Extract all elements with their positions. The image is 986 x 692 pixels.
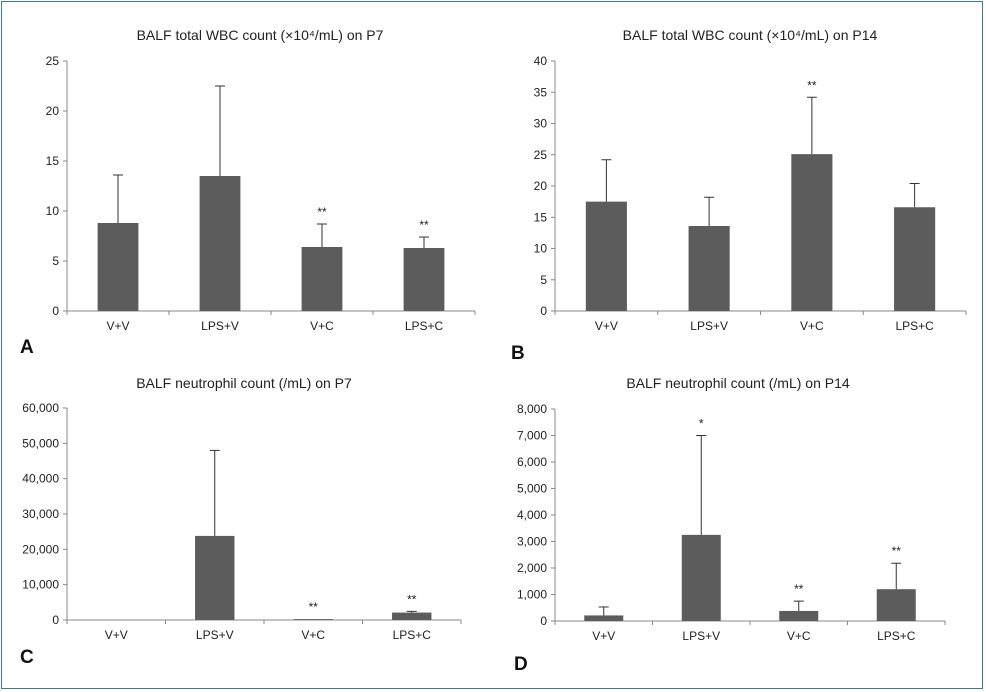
y-tick-label-b: 20 bbox=[534, 179, 548, 193]
x-tick-label-b: V+C bbox=[800, 319, 824, 333]
bar-a-3 bbox=[301, 247, 343, 311]
bar-a-2 bbox=[199, 176, 241, 311]
bar-d-3 bbox=[779, 610, 819, 621]
y-tick-label-b: 0 bbox=[540, 304, 547, 318]
x-tick-label-b: LPS+V bbox=[690, 319, 728, 333]
x-tick-label-b: V+V bbox=[595, 319, 618, 333]
significance-marker-b-3: ** bbox=[807, 78, 817, 92]
y-tick-label-c: 40,000 bbox=[22, 472, 59, 486]
x-tick-label-d: LPS+C bbox=[877, 629, 916, 643]
y-tick-label-b: 40 bbox=[534, 54, 548, 68]
y-tick-label-b: 35 bbox=[534, 85, 548, 99]
panel-label-c: C bbox=[20, 647, 34, 668]
y-tick-label-d: 0 bbox=[540, 614, 547, 628]
y-tick-label-c: 30,000 bbox=[22, 507, 59, 521]
bar-c-3 bbox=[293, 619, 333, 620]
y-tick-label-a: 0 bbox=[52, 304, 59, 318]
y-tick-label-d: 5,000 bbox=[517, 482, 547, 496]
y-tick-label-d: 4,000 bbox=[517, 508, 547, 522]
y-tick-label-a: 25 bbox=[46, 54, 60, 68]
bar-d-1 bbox=[584, 615, 624, 621]
y-tick-label-c: 60,000 bbox=[22, 401, 59, 415]
significance-marker-c-4: ** bbox=[407, 592, 417, 606]
x-tick-label-a: LPS+V bbox=[201, 319, 239, 333]
x-tick-label-b: LPS+C bbox=[895, 319, 934, 333]
y-tick-label-a: 15 bbox=[46, 154, 60, 168]
x-tick-label-d: V+V bbox=[592, 629, 615, 643]
significance-marker-a-4: ** bbox=[419, 218, 429, 232]
y-tick-label-b: 5 bbox=[540, 273, 547, 287]
bar-b-1 bbox=[585, 201, 627, 311]
panel-label-b: B bbox=[511, 343, 525, 364]
x-tick-label-c: V+V bbox=[105, 628, 128, 642]
bar-b-4 bbox=[894, 207, 936, 311]
y-tick-label-d: 8,000 bbox=[517, 402, 547, 416]
y-tick-label-d: 1,000 bbox=[517, 588, 547, 602]
plot-area-c: 0 10,000 20,000 30,000 40,000 50,000 60,000 V+V… bbox=[22, 401, 462, 642]
bar-b-3 bbox=[791, 154, 833, 311]
chart-title-b: BALF total WBC count (×10⁴/mL) on P14 bbox=[623, 27, 878, 43]
x-tick-label-c: V+C bbox=[301, 628, 325, 642]
y-tick-label-d: 7,000 bbox=[517, 429, 547, 443]
y-tick-label-b: 25 bbox=[534, 148, 548, 162]
panel-label-a: A bbox=[20, 337, 34, 358]
bar-d-4 bbox=[876, 589, 916, 621]
y-tick-label-a: 10 bbox=[46, 204, 60, 218]
plot-area-a: 0 5 10 15 20 25 V+V LPS+V ** V+C ** LPS+C bbox=[46, 54, 476, 333]
chart-panel-b: BALF total WBC count (×10⁴/mL) on P14 B … bbox=[511, 27, 967, 364]
y-tick-label-c: 20,000 bbox=[22, 542, 59, 556]
x-tick-label-a: V+V bbox=[106, 319, 129, 333]
x-tick-label-d: V+C bbox=[787, 629, 811, 643]
y-tick-label-b: 15 bbox=[534, 210, 548, 224]
significance-marker-d-3: ** bbox=[794, 582, 804, 596]
x-tick-label-d: LPS+V bbox=[682, 629, 720, 643]
bar-c-4 bbox=[392, 612, 432, 620]
y-tick-label-d: 6,000 bbox=[517, 455, 547, 469]
panel-label-d: D bbox=[514, 654, 528, 675]
chart-panel-d: BALF neutrophil count (/mL) on P14 D 0 1,… bbox=[514, 375, 946, 675]
significance-marker-a-3: ** bbox=[317, 205, 327, 219]
y-tick-label-c: 50,000 bbox=[22, 436, 59, 450]
chart-panel-a: BALF total WBC count (×10⁴/mL) on P7 A 0… bbox=[20, 27, 476, 358]
y-tick-label-c: 10,000 bbox=[22, 578, 59, 592]
y-tick-label-d: 3,000 bbox=[517, 535, 547, 549]
bar-a-1 bbox=[97, 223, 139, 311]
y-tick-label-a: 20 bbox=[46, 104, 60, 118]
plot-area-d: 0 1,000 2,000 3,000 4,000 5,000 6,000 7,000 8,00… bbox=[517, 402, 946, 643]
plot-area-b: 0 5 10 15 20 25 30 35 40 V+V LPS+V ** V+C LPS+C bbox=[534, 54, 967, 333]
y-tick-label-a: 5 bbox=[52, 254, 59, 268]
x-tick-label-a: LPS+C bbox=[405, 319, 444, 333]
significance-marker-d-4: ** bbox=[892, 544, 902, 558]
x-tick-label-c: LPS+C bbox=[393, 628, 432, 642]
bar-d-2 bbox=[681, 534, 721, 621]
x-tick-label-a: V+C bbox=[310, 319, 334, 333]
chart-title-a: BALF total WBC count (×10⁴/mL) on P7 bbox=[137, 27, 384, 43]
bar-c-2 bbox=[195, 535, 235, 620]
chart-panel-c: BALF neutrophil count (/mL) on P7 C 0 10,… bbox=[20, 375, 462, 668]
significance-marker-c-3: ** bbox=[309, 600, 319, 614]
significance-marker-d-2: * bbox=[699, 417, 704, 431]
y-tick-label-b: 30 bbox=[534, 117, 548, 131]
bar-a-4 bbox=[403, 248, 445, 311]
y-tick-label-c: 0 bbox=[52, 613, 59, 627]
y-tick-label-d: 2,000 bbox=[517, 561, 547, 575]
bar-b-2 bbox=[688, 226, 730, 311]
y-tick-label-b: 10 bbox=[534, 242, 548, 256]
chart-title-c: BALF neutrophil count (/mL) on P7 bbox=[136, 375, 352, 391]
chart-title-d: BALF neutrophil count (/mL) on P14 bbox=[626, 375, 850, 391]
x-tick-label-c: LPS+V bbox=[196, 628, 234, 642]
